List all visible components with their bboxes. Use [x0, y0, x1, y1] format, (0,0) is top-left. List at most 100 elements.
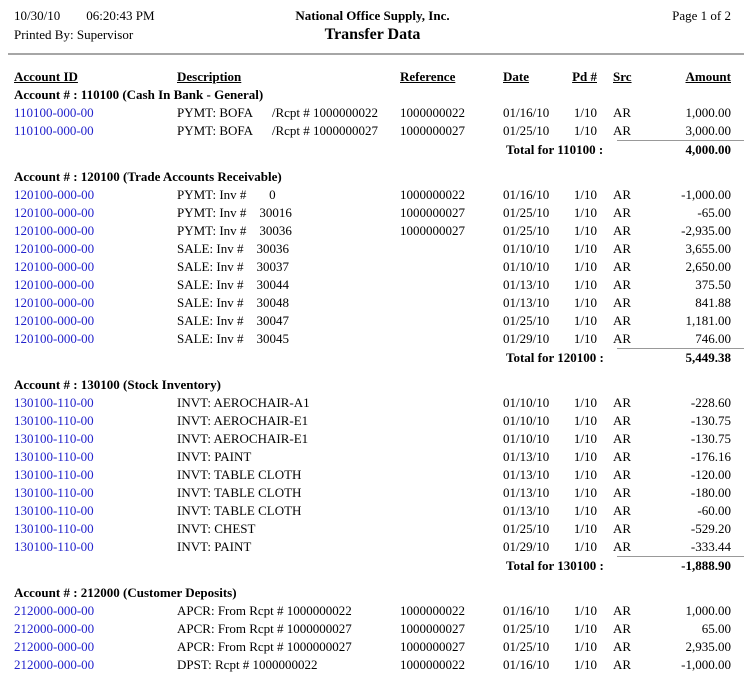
reference-cell: 1000000022 — [400, 105, 465, 120]
account-id-link[interactable]: 212000-000-00 — [14, 657, 95, 672]
amount-cell: 3,655.00 — [685, 241, 732, 256]
source-cell: AR — [613, 413, 632, 428]
period-cell: 1/10 — [573, 223, 597, 238]
account-id-link[interactable]: 130100-110-00 — [14, 467, 94, 482]
amount-cell: -130.75 — [690, 431, 731, 446]
source-cell: AR — [613, 223, 632, 238]
period-cell: 1/10 — [573, 639, 597, 654]
account-id-link[interactable]: 130100-110-00 — [14, 413, 94, 428]
column-header-row: Account ID Description Reference Date Pd… — [0, 68, 756, 86]
total-label: Total for 120100 : — [506, 350, 604, 365]
account-id-link[interactable]: 120100-000-00 — [14, 187, 95, 202]
source-cell: AR — [613, 449, 632, 464]
period-cell: 1/10 — [573, 259, 597, 274]
source-cell: AR — [613, 105, 632, 120]
source-cell: AR — [613, 331, 632, 346]
column-header-amount: Amount — [685, 69, 731, 84]
table-row: 212000-000-00 DPST: Rcpt # 1000000022 1000… — [0, 656, 756, 674]
total-rule: 5,449.38 — [617, 348, 744, 367]
date-cell: 01/16/10 — [503, 657, 550, 672]
date-cell: 01/10/10 — [503, 413, 550, 428]
period-cell: 1/10 — [573, 277, 597, 292]
account-section: Account # : 212000 (Customer Deposits) 21… — [0, 584, 756, 674]
description-cell: INVT: TABLE CLOTH — [177, 503, 302, 518]
account-id-link[interactable]: 130100-110-00 — [14, 485, 94, 500]
account-id-link[interactable]: 130100-110-00 — [14, 449, 94, 464]
amount-cell: 375.50 — [695, 277, 731, 292]
account-id-link[interactable]: 120100-000-00 — [14, 277, 95, 292]
description-cell: PYMT: Inv # 30036 — [177, 223, 292, 238]
account-id-link[interactable]: 120100-000-00 — [14, 205, 95, 220]
table-row: 120100-000-00 SALE: Inv # 30036 01/10/10 1/… — [0, 240, 756, 258]
account-section: Account # : 130100 (Stock Inventory) 1301… — [0, 376, 756, 574]
source-cell: AR — [613, 295, 632, 310]
source-cell: AR — [613, 395, 632, 410]
reference-cell: 1000000027 — [400, 123, 465, 138]
period-cell: 1/10 — [573, 331, 597, 346]
amount-cell: -60.00 — [697, 503, 731, 518]
account-id-link[interactable]: 212000-000-00 — [14, 621, 95, 636]
description-cell: PYMT: Inv # 30016 — [177, 205, 292, 220]
account-id-link[interactable]: 120100-000-00 — [14, 331, 95, 346]
account-section: Account # : 110100 (Cash In Bank - Gener… — [0, 86, 756, 158]
amount-cell: -180.00 — [690, 485, 731, 500]
period-cell: 1/10 — [573, 295, 597, 310]
table-row: 130100-110-00 INVT: AEROCHAIR-E1 01/10/10 1… — [0, 430, 756, 448]
amount-cell: 2,650.00 — [685, 259, 732, 274]
account-id-link[interactable]: 130100-110-00 — [14, 539, 94, 554]
date-cell: 01/25/10 — [503, 205, 550, 220]
account-id-link[interactable]: 110100-000-00 — [14, 123, 94, 138]
description-cell: INVT: TABLE CLOTH — [177, 485, 302, 500]
total-amount: 4,000.00 — [685, 142, 732, 157]
account-id-link[interactable]: 212000-000-00 — [14, 603, 95, 618]
column-header-period: Pd # — [572, 69, 597, 84]
period-cell: 1/10 — [573, 313, 597, 328]
table-row: 130100-110-00 INVT: TABLE CLOTH 01/13/10 1/… — [0, 484, 756, 502]
amount-cell: -65.00 — [697, 205, 731, 220]
table-row: 110100-000-00 PYMT: BOFA /Rcpt # 10000000… — [0, 122, 756, 140]
account-id-link[interactable]: 130100-110-00 — [14, 521, 94, 536]
date-cell: 01/16/10 — [503, 187, 550, 202]
account-id-link[interactable]: 130100-110-00 — [14, 395, 94, 410]
period-cell: 1/10 — [573, 657, 597, 672]
account-id-link[interactable]: 120100-000-00 — [14, 259, 95, 274]
printed-by: Printed By: Supervisor — [14, 27, 134, 42]
account-id-link[interactable]: 120100-000-00 — [14, 223, 95, 238]
date-cell: 01/25/10 — [503, 621, 550, 636]
amount-cell: 65.00 — [701, 621, 731, 636]
period-cell: 1/10 — [573, 539, 597, 554]
account-id-link[interactable]: 130100-110-00 — [14, 431, 94, 446]
source-cell: AR — [613, 521, 632, 536]
table-row: 110100-000-00 PYMT: BOFA /Rcpt # 10000000… — [0, 104, 756, 122]
amount-cell: -1,000.00 — [681, 657, 731, 672]
amount-cell: -529.20 — [690, 521, 731, 536]
description-cell: SALE: Inv # 30044 — [177, 277, 289, 292]
description-cell: PYMT: Inv # 0 — [177, 187, 276, 202]
date-cell: 01/13/10 — [503, 295, 550, 310]
reference-cell: 1000000027 — [400, 621, 465, 636]
account-id-link[interactable]: 212000-000-00 — [14, 639, 95, 654]
account-id-link[interactable]: 120100-000-00 — [14, 295, 95, 310]
description-cell: DPST: Rcpt # 1000000022 — [177, 657, 318, 672]
date-cell: 01/25/10 — [503, 313, 550, 328]
source-cell: AR — [613, 485, 632, 500]
account-id-link[interactable]: 130100-110-00 — [14, 503, 94, 518]
description-cell: APCR: From Rcpt # 1000000027 — [177, 639, 352, 654]
account-id-link[interactable]: 120100-000-00 — [14, 313, 95, 328]
source-cell: AR — [613, 639, 632, 654]
amount-cell: -130.75 — [690, 413, 731, 428]
total-amount: 5,449.38 — [685, 350, 732, 365]
account-id-link[interactable]: 110100-000-00 — [14, 105, 94, 120]
description-cell: INVT: TABLE CLOTH — [177, 467, 302, 482]
period-cell: 1/10 — [573, 413, 597, 428]
total-rule: -1,888.90 — [617, 556, 744, 575]
section-total-row: Total for 120100 : 5,449.38 — [0, 348, 756, 366]
total-label: Total for 130100 : — [506, 558, 604, 573]
table-row: 130100-110-00 INVT: AEROCHAIR-E1 01/10/10 1… — [0, 412, 756, 430]
source-cell: AR — [613, 123, 632, 138]
amount-cell: -333.44 — [690, 539, 731, 554]
description-cell: SALE: Inv # 30048 — [177, 295, 289, 310]
account-id-link[interactable]: 120100-000-00 — [14, 241, 95, 256]
date-cell: 01/25/10 — [503, 123, 550, 138]
source-cell: AR — [613, 467, 632, 482]
